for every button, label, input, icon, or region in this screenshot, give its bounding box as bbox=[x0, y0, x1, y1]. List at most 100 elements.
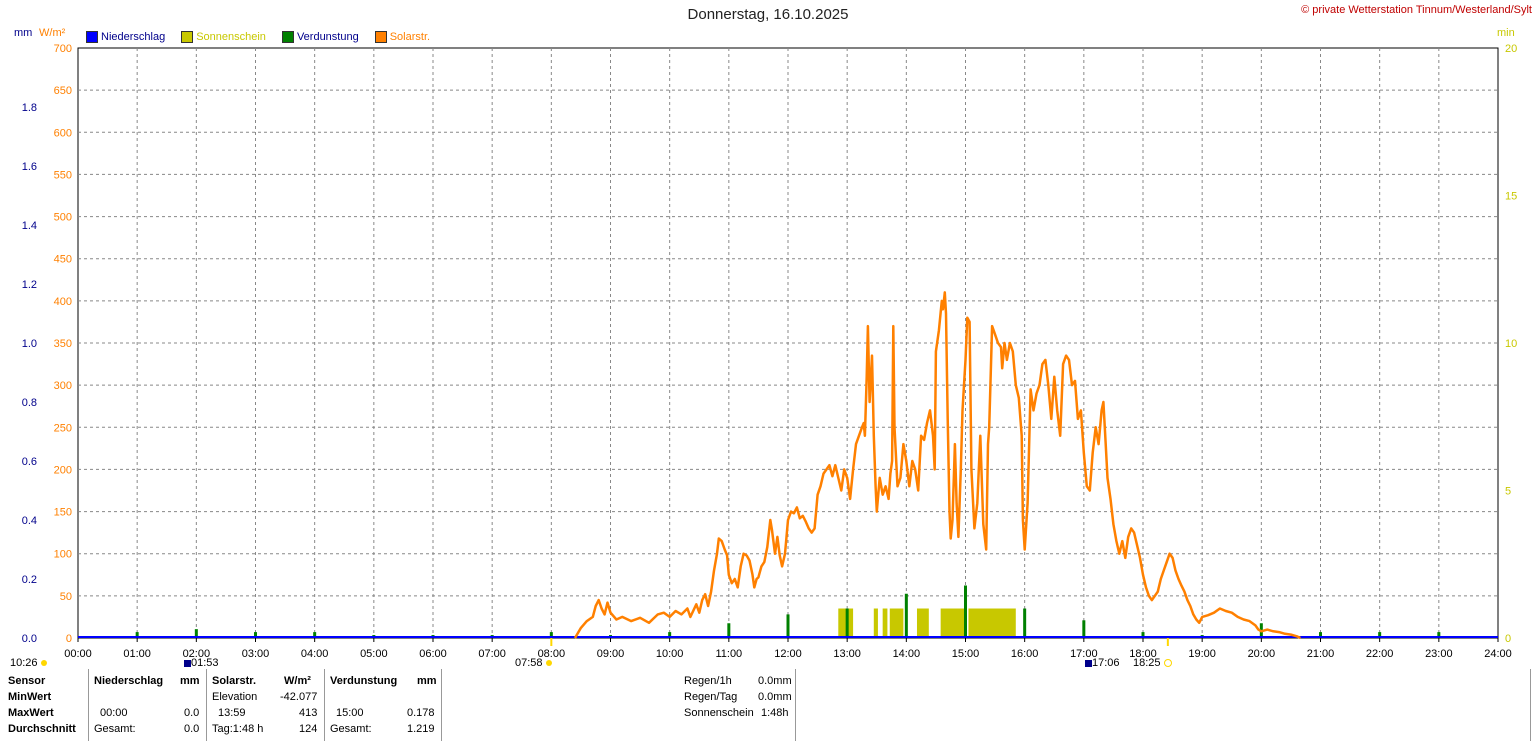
legend-swatch bbox=[86, 31, 98, 43]
sunshine-bar bbox=[916, 608, 929, 638]
divider bbox=[795, 669, 796, 741]
divider bbox=[1530, 669, 1531, 741]
legend-item-solar: Solarstr. bbox=[374, 31, 431, 43]
axis-label-wm2: W/m² bbox=[39, 27, 66, 39]
evaporation-bar bbox=[964, 585, 967, 638]
solar-max-time: 13:59 bbox=[218, 707, 246, 719]
solar-max: 413 bbox=[299, 707, 318, 719]
legend-swatch bbox=[374, 31, 387, 43]
legend-label: Solarstr. bbox=[389, 31, 431, 43]
evaporation-bar bbox=[845, 608, 849, 638]
evaporation-bar bbox=[727, 623, 731, 638]
tick-label-solar: 250 bbox=[54, 422, 72, 434]
tick-label-x: 07:00 bbox=[478, 648, 506, 660]
tick-label-x: 19:00 bbox=[1188, 648, 1216, 660]
tick-label-min: 10 bbox=[1505, 338, 1517, 350]
evaporation-bar bbox=[254, 632, 257, 638]
tick-label-mm: 0.0 bbox=[22, 633, 37, 645]
tick-label-x: 12:00 bbox=[774, 648, 802, 660]
axis-label-min: min bbox=[1497, 27, 1515, 39]
sunshine-bar bbox=[882, 608, 888, 638]
regen-1h-label: Regen/1h bbox=[684, 675, 732, 687]
solar-min: -42.077 bbox=[280, 691, 318, 703]
legend: Niederschlag Sonnenschein Verdunstung So… bbox=[86, 31, 430, 43]
evaporation-bar bbox=[135, 632, 139, 638]
evaporation-bar bbox=[194, 629, 198, 638]
event-time-3: 17:06 bbox=[1085, 657, 1120, 669]
tick-label-min: 0 bbox=[1505, 633, 1511, 645]
divider bbox=[88, 669, 89, 741]
evaporation-bar bbox=[904, 593, 908, 638]
tick-label-x: 10:00 bbox=[656, 648, 684, 660]
tick-label-x: 00:00 bbox=[64, 648, 92, 660]
sunshine-bar bbox=[968, 608, 1016, 638]
legend-label: Verdunstung bbox=[296, 31, 359, 43]
tick-label-x: 24:00 bbox=[1484, 648, 1512, 660]
sonnenschein-label: Sonnenschein bbox=[684, 707, 754, 719]
nied-total: 0.0 bbox=[184, 723, 200, 735]
sunshine-bar bbox=[873, 608, 878, 638]
tick-label-mm: 1.4 bbox=[22, 220, 37, 232]
tick-label-solar: 0 bbox=[66, 633, 72, 645]
tick-label-solar: 200 bbox=[54, 464, 72, 476]
event-text: 17:06 bbox=[1092, 657, 1120, 669]
row-label-max: MaxWert bbox=[8, 707, 54, 719]
tick-label-x: 06:00 bbox=[419, 648, 447, 660]
verd-max-time: 15:00 bbox=[336, 707, 364, 719]
verd-total-label: Gesamt: bbox=[330, 723, 372, 735]
evaporation-bar bbox=[1082, 620, 1086, 638]
tick-label-solar: 100 bbox=[54, 549, 72, 561]
tick-label-solar: 50 bbox=[60, 591, 72, 603]
tick-label-x: 08:00 bbox=[538, 648, 566, 660]
col-nied-header: Niederschlag bbox=[94, 675, 164, 687]
legend-item-sonnenschein: Sonnenschein bbox=[181, 31, 266, 43]
col-nied-unit: mm bbox=[180, 675, 200, 687]
moon-icon bbox=[1085, 659, 1092, 667]
nied-max: 0.0 bbox=[184, 707, 200, 719]
tick-label-solar: 500 bbox=[54, 212, 72, 224]
regen-1h-value: 0.0mm bbox=[758, 675, 792, 687]
tick-label-mm: 0.4 bbox=[22, 515, 37, 527]
legend-label: Niederschlag bbox=[101, 31, 166, 43]
evaporation-bar bbox=[1141, 632, 1145, 638]
col-verd-header: Verdunstung bbox=[330, 675, 398, 687]
sunshine-bar bbox=[940, 608, 965, 638]
legend-item-niederschlag: Niederschlag bbox=[86, 31, 165, 43]
solar-min-label: Elevation bbox=[212, 691, 258, 703]
verd-max: 0.178 bbox=[407, 707, 435, 719]
sun-dot-icon bbox=[1163, 659, 1172, 668]
chart: 0501001502002503003504004505005506006507… bbox=[22, 43, 1518, 660]
tick-label-mm: 0.2 bbox=[22, 574, 37, 586]
col-verd-unit: mm bbox=[417, 675, 437, 687]
tick-label-min: 20 bbox=[1505, 43, 1517, 55]
legend-item-verdunstung: Verdunstung bbox=[281, 31, 359, 43]
tick-label-solar: 600 bbox=[54, 127, 72, 139]
legend-swatch bbox=[181, 31, 194, 43]
tick-label-x: 04:00 bbox=[301, 648, 329, 660]
tick-label-solar: 450 bbox=[54, 254, 72, 266]
tick-label-x: 05:00 bbox=[360, 648, 388, 660]
event-time-left: 10:26 bbox=[10, 657, 47, 669]
tick-label-x: 20:00 bbox=[1248, 648, 1276, 660]
tick-label-x: 09:00 bbox=[597, 648, 625, 660]
evaporation-bar bbox=[1437, 632, 1441, 638]
tick-label-solar: 700 bbox=[54, 43, 72, 55]
divider bbox=[441, 669, 442, 741]
tick-label-solar: 350 bbox=[54, 338, 72, 350]
tick-label-x: 16:00 bbox=[1011, 648, 1039, 660]
col-solar-header: Solarstr. bbox=[212, 675, 257, 687]
stats-table: Sensor MinWert MaxWert Durchschnitt Nied… bbox=[0, 669, 1536, 741]
copyright: © private Wetterstation Tinnum/Westerlan… bbox=[1301, 4, 1532, 16]
tick-label-x: 02:00 bbox=[183, 648, 211, 660]
tick-label-solar: 400 bbox=[54, 296, 72, 308]
verd-total: 1.219 bbox=[407, 723, 435, 735]
tick-label-mm: 1.0 bbox=[22, 338, 37, 350]
nied-total-label: Gesamt: bbox=[94, 723, 136, 735]
tick-label-x: 22:00 bbox=[1366, 648, 1394, 660]
sun-dot-icon bbox=[40, 660, 47, 667]
tick-label-mm: 1.2 bbox=[22, 279, 37, 291]
event-time-4: 18:25 bbox=[1133, 657, 1172, 669]
col-solar-unit: W/m² bbox=[284, 675, 311, 687]
tick-label-x: 14:00 bbox=[893, 648, 921, 660]
evaporation-bar bbox=[1023, 608, 1027, 638]
